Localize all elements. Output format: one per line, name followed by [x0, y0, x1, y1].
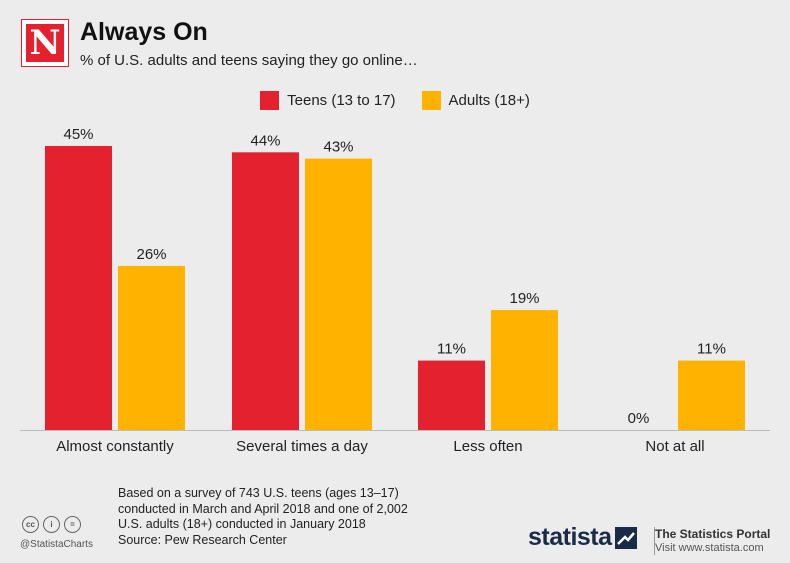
legend-label-adults: Adults (18+) — [448, 92, 530, 109]
bar-teens-2 — [418, 360, 485, 430]
data-label-adults-0: 26% — [136, 246, 166, 263]
data-label-teens-3: 0% — [628, 410, 650, 427]
creative-commons-icon: cc — [22, 516, 39, 533]
note-line-3: U.S. adults (18+) conducted in January 2… — [118, 517, 366, 531]
category-label-3: Not at all — [645, 438, 704, 455]
note-line-1: Based on a survey of 743 U.S. teens (age… — [118, 486, 399, 500]
bar-teens-0 — [45, 146, 112, 430]
category-label-2: Less often — [453, 438, 522, 455]
statista-mark-icon — [615, 527, 637, 549]
data-label-teens-2: 11% — [437, 341, 466, 358]
bar-adults-2 — [491, 310, 558, 430]
chart-title: Always On — [80, 18, 208, 46]
bar-adults-3 — [678, 360, 745, 430]
data-label-adults-1: 43% — [323, 139, 353, 156]
portal-url: Visit www.statista.com — [655, 542, 764, 554]
legend-swatch-teens — [260, 91, 280, 110]
legend: Teens (13 to 17) Adults (18+) — [0, 91, 790, 110]
source-line: Source: Pew Research Center — [118, 532, 287, 547]
category-label-0: Almost constantly — [56, 438, 174, 455]
data-label-adults-3: 11% — [697, 341, 726, 358]
bar-chart: 45% 26% Almost constantly 44% 43% Several tim… — [20, 126, 770, 455]
data-label-teens-1: 44% — [250, 132, 280, 149]
attribution-icon: i — [43, 516, 60, 533]
bar-adults-0 — [118, 265, 185, 430]
data-label-teens-0: 45% — [63, 126, 93, 143]
note-line-2: conducted in March and April 2018 and on… — [118, 501, 408, 516]
legend-item-teens: Teens (13 to 17) — [260, 91, 396, 110]
portal-title: The Statistics Portal — [655, 527, 771, 541]
category-label-1: Several times a day — [236, 438, 368, 455]
statista-handle: @StatistaCharts — [20, 539, 93, 550]
legend-swatch-adults — [421, 91, 441, 110]
bar-adults-1 — [305, 158, 372, 430]
newsweek-logo: N — [22, 20, 68, 66]
legend-item-adults: Adults (18+) — [421, 91, 530, 110]
statista-brand: statista — [528, 523, 612, 551]
statistics-portal: The Statistics Portal Visit www.statista… — [654, 527, 770, 555]
legend-label-teens: Teens (13 to 17) — [287, 92, 396, 109]
no-derivatives-icon: = — [64, 516, 81, 533]
logo-letter: N — [29, 23, 61, 63]
license-icons: cc i = — [22, 516, 81, 533]
chart-subtitle: % of U.S. adults and teens saying they g… — [80, 52, 418, 69]
survey-note: Based on a survey of 743 U.S. teens (age… — [118, 486, 408, 548]
data-label-adults-2: 19% — [509, 290, 539, 307]
bar-teens-1 — [232, 152, 299, 431]
